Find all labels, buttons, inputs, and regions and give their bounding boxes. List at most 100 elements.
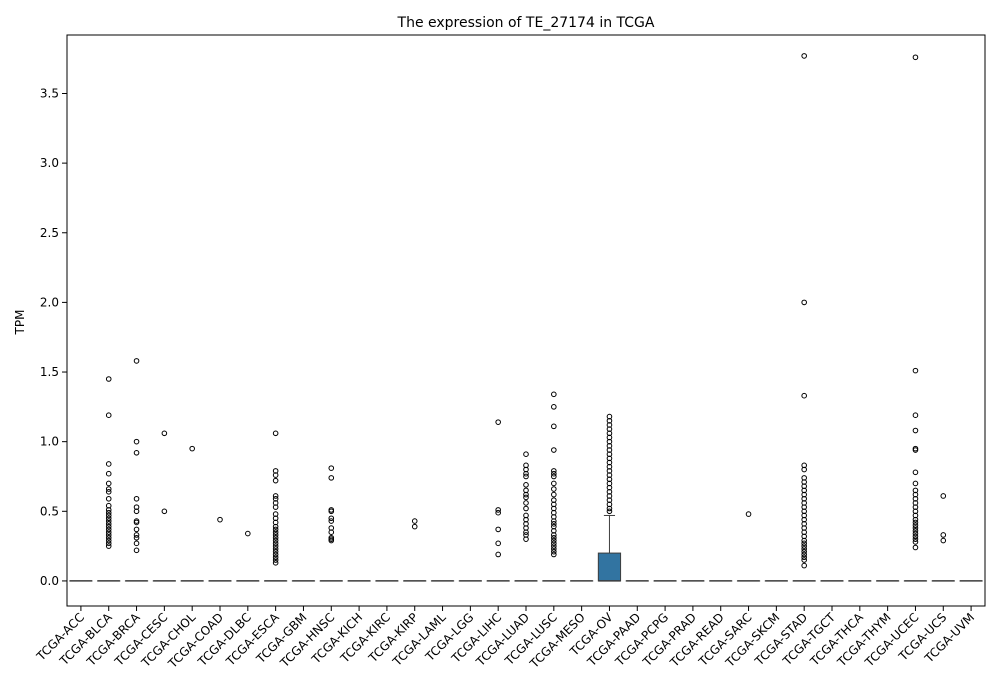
outlier-point — [272, 546, 279, 552]
outlier-point — [133, 526, 140, 533]
outlier-point — [801, 562, 807, 569]
outlier-point — [912, 516, 919, 523]
outlier-point — [272, 551, 279, 558]
outlier-point — [105, 512, 112, 519]
box-group — [597, 413, 622, 582]
outlier-point — [495, 526, 501, 533]
outlier-point — [551, 551, 557, 558]
outlier-point — [523, 505, 529, 512]
outlier-point — [912, 447, 919, 453]
outlier-point — [801, 537, 807, 544]
outlier-point — [328, 475, 335, 481]
outlier-point — [912, 525, 919, 531]
outlier-point — [801, 53, 807, 59]
outlier-point — [272, 523, 279, 530]
outlier-point — [523, 536, 529, 542]
outlier-point — [105, 523, 112, 530]
outlier-point — [551, 532, 557, 538]
box-group — [97, 376, 121, 582]
outlier-point — [551, 480, 557, 487]
outlier-point — [133, 519, 140, 526]
y-tick-label: 1.5 — [40, 365, 59, 379]
outlier-point — [105, 518, 112, 524]
outlier-point — [105, 540, 112, 547]
outlier-point — [801, 543, 807, 549]
outlier-point — [912, 469, 919, 476]
outlier-point — [272, 430, 279, 437]
outlier-point — [133, 508, 140, 515]
outlier-point — [523, 482, 529, 488]
outlier-point — [189, 445, 195, 452]
outlier-point — [912, 522, 919, 529]
outlier-point — [272, 560, 279, 566]
outlier-point — [105, 532, 112, 538]
outlier-point — [801, 540, 807, 547]
box-group — [236, 530, 260, 582]
outlier-point — [495, 507, 501, 513]
outlier-point — [495, 419, 501, 425]
outlier-point — [551, 548, 557, 555]
box-group — [264, 430, 288, 582]
box-group — [403, 518, 427, 582]
outlier-point — [272, 472, 279, 478]
plot-area — [69, 53, 983, 582]
outlier-point — [133, 547, 140, 554]
outlier-point — [606, 508, 613, 515]
outlier-point — [551, 543, 557, 549]
outlier-point — [272, 477, 279, 484]
outlier-point — [523, 470, 529, 477]
outlier-point — [105, 537, 112, 544]
outlier-point — [523, 451, 529, 457]
x-axis: TCGA-ACCTCGA-BLCATCGA-BRCATCGA-CESCTCGA-… — [33, 606, 977, 671]
outlier-point — [801, 551, 807, 558]
outlier-point — [495, 551, 501, 558]
outlier-point — [495, 509, 501, 516]
y-axis: 0.0 0.5 1.0 1.5 2.0 2.5 3.0 3.5 — [40, 86, 67, 588]
outlier-point — [912, 412, 919, 419]
outlier-point — [105, 412, 112, 419]
outlier-point — [272, 557, 279, 563]
outlier-point — [551, 468, 557, 474]
outlier-point — [940, 537, 947, 544]
outlier-point — [217, 516, 223, 523]
box-group — [180, 445, 204, 582]
outlier-point — [105, 489, 112, 495]
outlier-point — [606, 505, 613, 512]
outlier-point — [551, 491, 557, 498]
box-group — [486, 419, 510, 582]
outlier-point — [801, 392, 807, 399]
outlier-point — [105, 486, 112, 492]
outlier-point — [912, 367, 919, 374]
outlier-point — [551, 404, 557, 410]
outlier-point — [105, 526, 112, 533]
outlier-point — [133, 534, 140, 541]
outlier-point — [940, 532, 947, 538]
outlier-point — [272, 540, 279, 547]
outlier-point — [105, 529, 112, 535]
outlier-point — [272, 504, 279, 510]
outlier-point — [551, 391, 557, 398]
outlier-point — [133, 540, 140, 547]
y-tick-label: 1.0 — [40, 435, 59, 449]
outlier-point — [272, 532, 279, 538]
outlier-point — [912, 427, 919, 434]
y-tick-label: 2.5 — [40, 226, 59, 240]
outlier-point — [523, 500, 529, 506]
outlier-point — [912, 536, 919, 542]
outlier-point — [411, 523, 418, 530]
outlier-point — [912, 54, 919, 61]
outlier-point — [161, 508, 168, 515]
y-axis-label: TPM — [13, 310, 27, 336]
outlier-point — [105, 495, 112, 502]
box-group — [208, 516, 232, 582]
y-tick-label: 2.0 — [40, 295, 59, 309]
outlier-point — [411, 518, 418, 524]
outlier-point — [801, 546, 807, 552]
box-group — [124, 358, 149, 582]
y-tick-label: 3.5 — [40, 86, 59, 100]
outlier-point — [551, 423, 557, 430]
box — [597, 552, 622, 582]
outlier-point — [551, 546, 557, 552]
outlier-point — [105, 509, 112, 516]
